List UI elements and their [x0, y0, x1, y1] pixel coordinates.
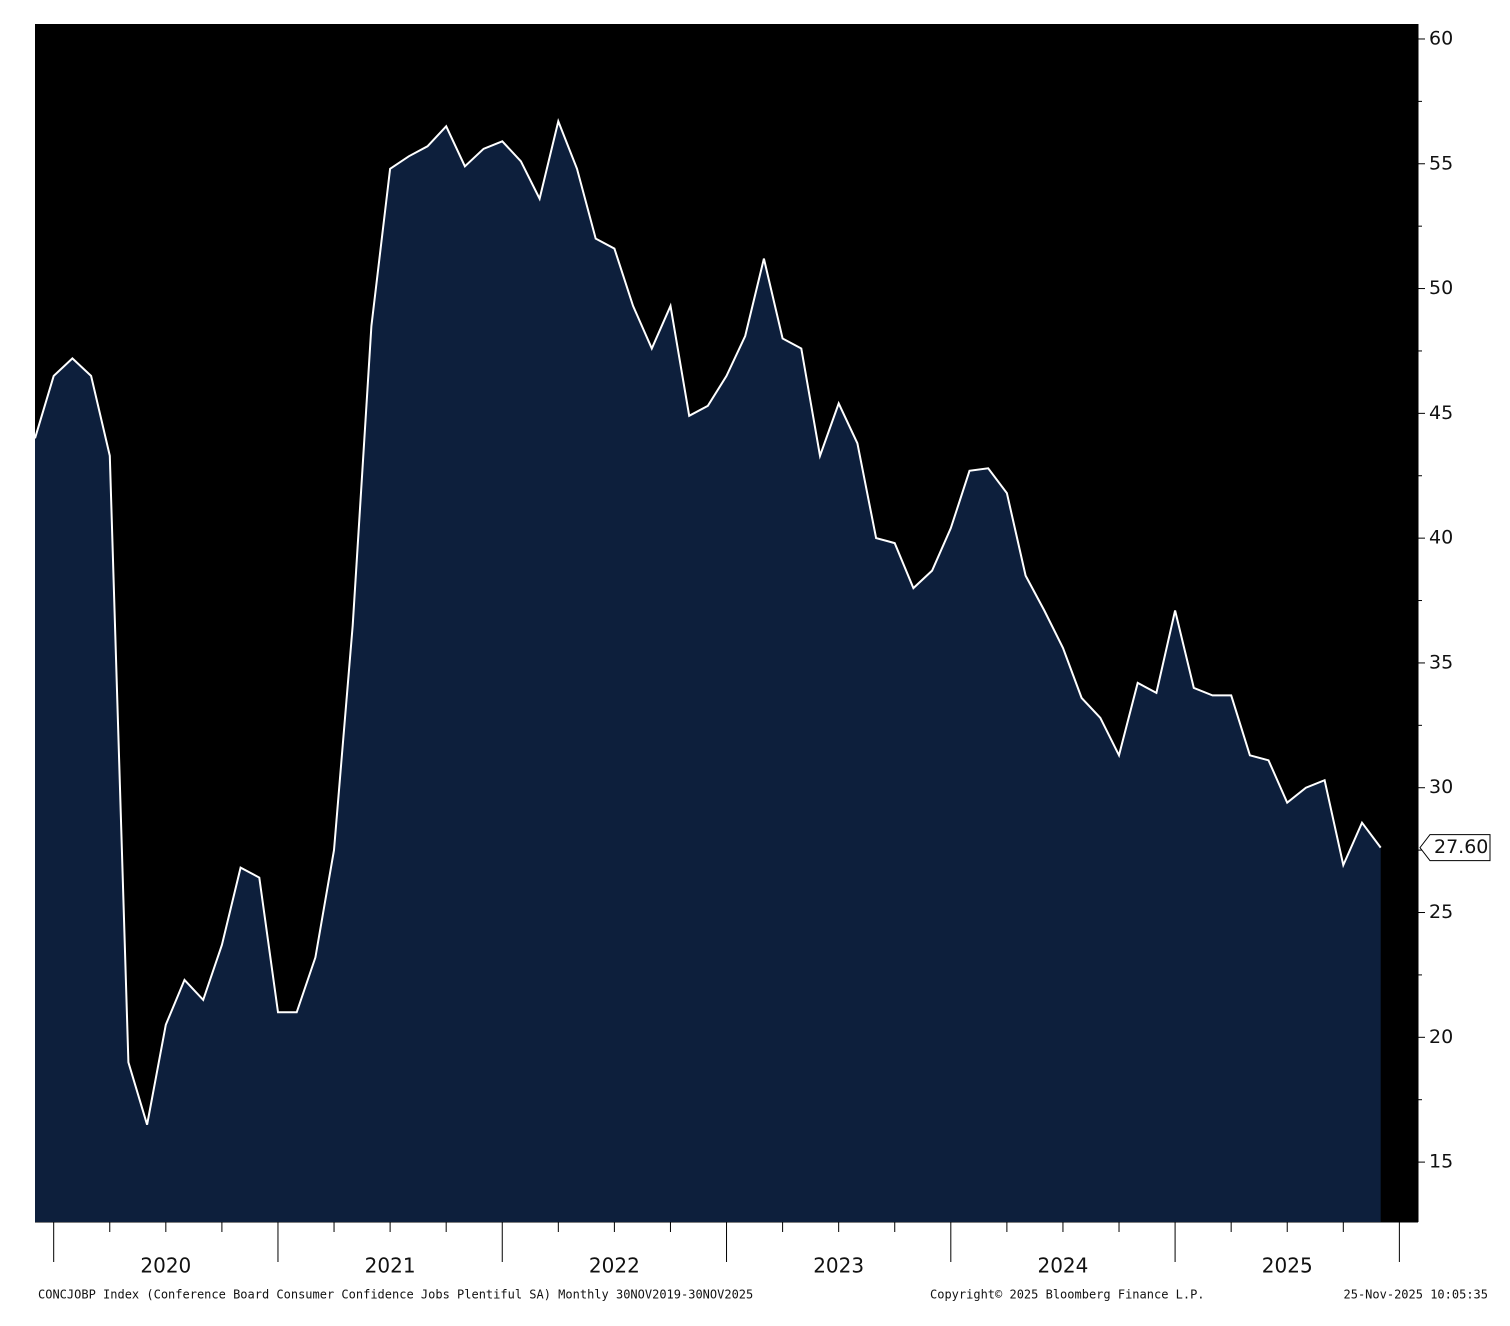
y-tick-label: 25 [1429, 901, 1453, 923]
y-tick-label: 30 [1429, 776, 1453, 798]
line [34, 117, 1382, 1125]
x-tick-label: 2025 [1262, 1254, 1313, 1278]
last-value-box [1419, 834, 1491, 862]
x-tick-label: 2023 [813, 1254, 864, 1278]
footer-left: CONCJOBP Index (Conference Board Consume… [38, 1288, 753, 1302]
footer-right: 25-Nov-2025 10:05:35 [1344, 1288, 1489, 1302]
footer-center: Copyright© 2025 Bloomberg Finance L.P. [930, 1288, 1205, 1302]
x-tick-label: 2022 [589, 1254, 640, 1278]
x-tick-label: 2021 [365, 1254, 416, 1278]
y-tick-label: 60 [1429, 27, 1453, 49]
y-tick-label: 45 [1429, 402, 1453, 424]
y-tick-label: 20 [1429, 1026, 1453, 1048]
y-tick-label: 50 [1429, 277, 1453, 299]
x-tick-label: 2020 [140, 1254, 191, 1278]
y-tick-label: 15 [1429, 1151, 1453, 1173]
last-value-label: 27.60 [1434, 836, 1488, 858]
y-tick-label: 40 [1429, 527, 1453, 549]
y-tick-label: 35 [1429, 651, 1453, 673]
y-tick-label: 55 [1429, 152, 1453, 174]
area-fill [35, 121, 1381, 1222]
x-tick-label: 2024 [1037, 1254, 1088, 1278]
